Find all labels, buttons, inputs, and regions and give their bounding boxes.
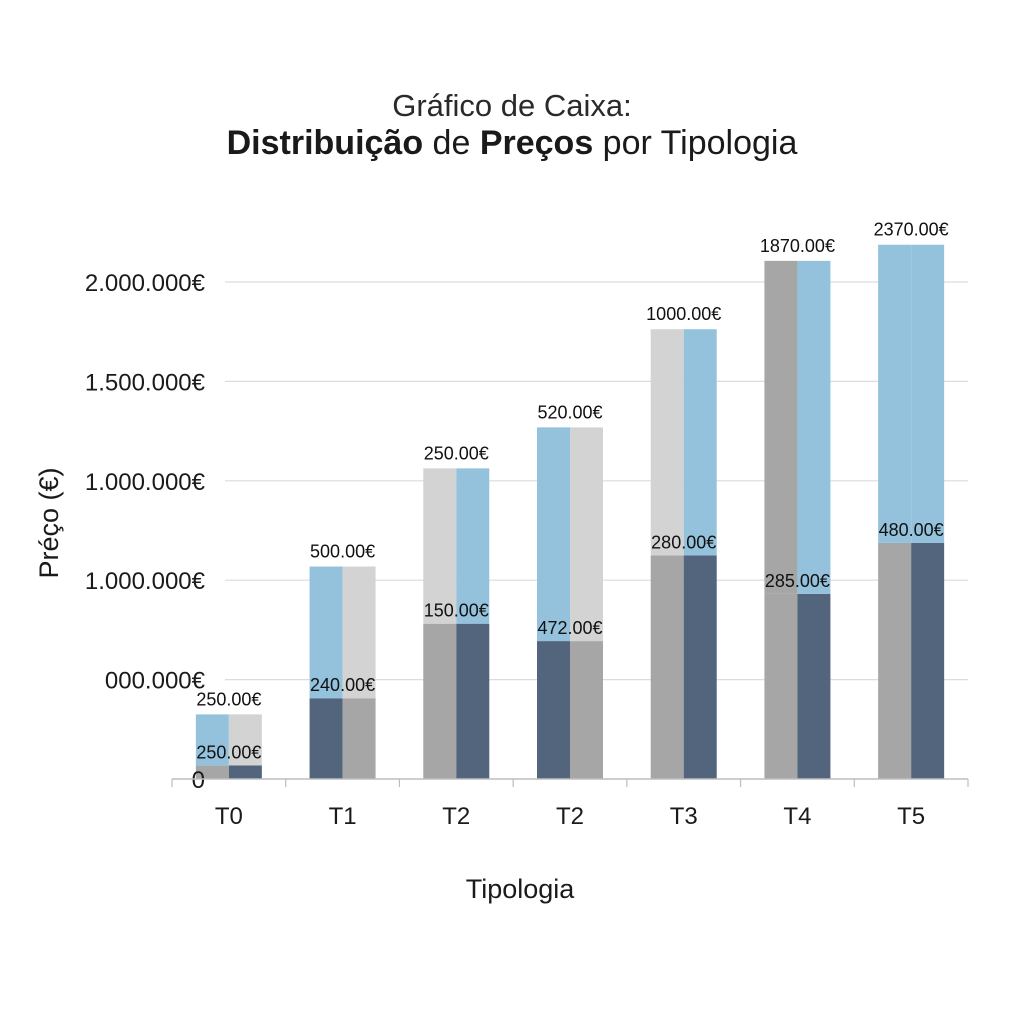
bar-upper-right	[683, 329, 717, 556]
x-tick-label: T2	[442, 803, 470, 830]
data-label-mid: 285.00€	[765, 571, 830, 591]
bar-lower-left	[309, 698, 343, 779]
bar-lower-right	[797, 593, 831, 779]
x-tick-label: T4	[783, 803, 811, 830]
data-label-top: 250.00€	[424, 443, 489, 463]
data-label-top: 250.00€	[196, 689, 261, 709]
bar-upper-left	[423, 468, 457, 624]
data-label-top: 500.00€	[310, 542, 375, 562]
data-label-mid: 472.00€	[537, 618, 602, 638]
data-label-mid: 240.00€	[310, 675, 375, 695]
bar-lower-right	[228, 765, 262, 779]
y-tick-label: 1.500.000€	[85, 369, 206, 396]
chart-title-part: Distribuição	[226, 124, 424, 162]
bar-lower-right	[570, 641, 603, 779]
x-tick-label: T2	[556, 803, 584, 830]
bar-lower-left	[423, 623, 457, 779]
chart-title-line2: Distribuição de Preços por Tipologia	[0, 124, 1024, 163]
bar-upper-left	[195, 714, 229, 766]
bar-lower-right	[342, 698, 376, 779]
x-tick-label: T0	[215, 803, 243, 830]
bar-upper-left	[878, 244, 912, 543]
chart-title-line1: Gráfico de Caixa:	[392, 88, 632, 123]
bar-upper-left	[537, 427, 570, 642]
data-label-mid: 280.00€	[651, 532, 716, 552]
x-tick-label: T3	[670, 803, 698, 830]
bar-lower-right	[911, 542, 945, 779]
bar-lower-left	[537, 641, 570, 779]
bar-upper-left	[650, 329, 684, 556]
x-axis-label: Tipologia	[466, 874, 576, 904]
bar-lower-left	[650, 555, 684, 779]
chart-title-part: por Tipologia	[593, 124, 798, 162]
bar-lower-left	[764, 593, 798, 779]
y-tick-label: 1.000.000€	[85, 469, 206, 496]
chart-title-part: Preços	[479, 124, 594, 162]
bar-lower-right	[456, 623, 490, 779]
bar-lower-left	[878, 542, 912, 779]
data-label-top: 520.00€	[537, 402, 602, 422]
bar-upper-right	[911, 244, 945, 543]
bar-upper-right	[228, 714, 262, 766]
chart-title-part: de	[423, 124, 480, 162]
bar-upper-right	[456, 468, 490, 624]
y-tick-label: 0	[192, 767, 205, 794]
bar-lower-right	[683, 555, 717, 779]
bar-upper-right	[342, 566, 376, 699]
bar-upper-right	[570, 427, 603, 642]
data-label-top: 1870.00€	[760, 236, 835, 256]
bar-upper-left	[764, 260, 798, 594]
y-tick-label: 000.000€	[105, 668, 206, 695]
x-tick-label: T5	[897, 803, 925, 830]
data-label-mid: 480.00€	[879, 520, 944, 540]
y-tick-label: 1.000.000€	[85, 568, 206, 595]
x-tick-label: T1	[329, 803, 357, 830]
data-label-mid: 250.00€	[196, 742, 261, 762]
bar-upper-right	[797, 260, 831, 594]
bar-upper-left	[309, 566, 343, 699]
axes: 0 000.000€ 1.000.000€ 1.000.000€ 1.500.000€ 2…	[85, 270, 969, 830]
data-labels: 250.00€ 250.00€ 500.00€ 240.00€ 250.00€ 150.0…	[196, 220, 948, 763]
y-tick-label: 2.000.000€	[85, 270, 206, 297]
bars	[195, 244, 945, 779]
data-label-mid: 150.00€	[424, 601, 489, 621]
data-label-top: 2370.00€	[874, 220, 949, 240]
data-label-top: 1000.00€	[646, 304, 721, 324]
y-axis-label: Préço (€)	[34, 467, 64, 578]
bar-lower-left	[195, 765, 229, 779]
